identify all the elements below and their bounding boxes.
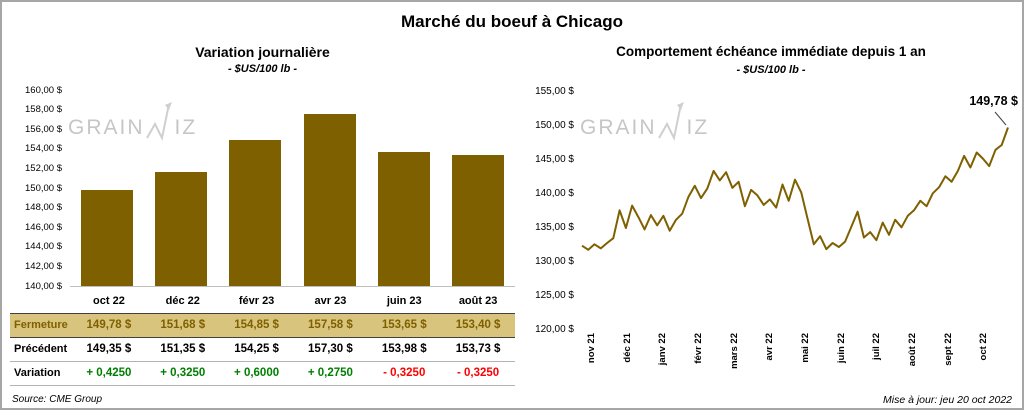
line-x-tick-label: juil 22 [871, 333, 883, 360]
bar-déc 22 [155, 171, 208, 286]
line-x-tick-label: nov 21 [586, 333, 597, 364]
table-value: 151,35 $ [145, 338, 220, 362]
price-table: oct 22 déc 22 févr 23 avr 23 juin 23 août 23 F… [10, 290, 515, 386]
line-x-tick-label: déc 21 [621, 333, 633, 363]
bar-avr 23 [303, 113, 356, 286]
line-y-tick-label: 125,00 $ [535, 290, 574, 301]
category-label: déc 22 [165, 295, 200, 307]
line-chart-y-axis: 155,00 $ 150,00 $ 145,00 $ 140,00 $ 135,00 $… [522, 86, 578, 336]
table-value: - 0,3250 [441, 362, 515, 386]
line-chart-subtitle: - $US/100 lb - [736, 64, 806, 76]
line-y-tick-label: 145,00 $ [535, 154, 574, 165]
bar-y-tick-label: 148,00 $ [25, 202, 62, 214]
bar-chart-plot-area [70, 90, 515, 287]
row-label-prev-row: Précédent [10, 338, 72, 362]
bar-chart-title: Variation journalière [195, 44, 330, 60]
bar-y-tick-label: 160,00 $ [25, 84, 62, 96]
bar-y-tick-label: 150,00 $ [25, 182, 62, 194]
category-label: août 23 [458, 295, 498, 307]
table-value: 153,73 $ [441, 338, 515, 362]
line-x-tick-label: sept 22 [942, 333, 954, 366]
bar-y-tick-label: 158,00 $ [25, 104, 62, 116]
bar-y-tick-label: 156,00 $ [25, 123, 62, 135]
line-x-tick-label: avr 22 [764, 333, 776, 361]
line-y-tick-label: 120,00 $ [535, 324, 574, 335]
bar-chart-y-axis: 160,00 $ 158,00 $ 156,00 $ 154,00 $ 152,00 $… [10, 85, 66, 292]
bar-y-tick-label: 144,00 $ [25, 241, 62, 253]
line-y-tick-label: 135,00 $ [535, 222, 574, 233]
page-title: Marché du boeuf à Chicago [401, 12, 623, 31]
price-line [581, 127, 1009, 251]
table-value: 149,35 $ [72, 338, 146, 362]
bar-juin 23 [377, 152, 430, 286]
annotation-leader-line [994, 111, 1007, 126]
line-x-tick-label: mai 22 [800, 333, 811, 363]
bar-août 23 [451, 154, 504, 286]
bar-y-tick-label: 140,00 $ [25, 280, 62, 292]
line-x-tick-label: juin 22 [835, 333, 847, 364]
line-x-tick-label: févr 22 [693, 333, 704, 364]
table-value: 153,40 $ [441, 313, 515, 338]
line-x-tick-label: oct 22 [978, 333, 990, 361]
table-value: 153,65 $ [367, 313, 442, 338]
line-y-tick-label: 150,00 $ [535, 120, 574, 131]
line-y-tick-label: 155,00 $ [535, 86, 574, 97]
update-timestamp: Mise à jour: jeu 20 oct 2022 [883, 394, 1012, 406]
bar-y-tick-label: 146,00 $ [25, 221, 62, 233]
row-label-var-row: Variation [10, 362, 72, 386]
category-label: oct 22 [93, 295, 125, 307]
table-value: 149,78 $ [72, 313, 146, 338]
table-value: 154,25 $ [219, 338, 294, 362]
line-chart-title: Comportement échéance immédiate depuis 1… [616, 44, 926, 59]
table-value: - 0,3250 [367, 362, 442, 386]
table-value: 157,58 $ [293, 313, 368, 338]
line-chart-plot-area: 149,78 $ nov 21 déc 21 janv 22 févr 22 mars … [581, 92, 1018, 369]
bar-oct 22 [81, 190, 134, 286]
line-chart: 155,00 $ 150,00 $ 145,00 $ 140,00 $ 135,00 $… [522, 86, 1020, 392]
row-label-close-row: Fermeture [10, 313, 72, 338]
bar-y-tick-label: 142,00 $ [25, 260, 62, 272]
line-x-tick-label: mars 22 [728, 333, 740, 369]
bar-y-tick-label: 152,00 $ [25, 162, 62, 174]
table-value: + 0,4250 [72, 362, 146, 386]
bar-chart-subtitle: - $US/100 lb - [227, 63, 298, 75]
table-value: + 0,2750 [293, 362, 368, 386]
line-x-tick-label: août 22 [907, 333, 918, 367]
bar-févr 23 [229, 140, 282, 286]
category-label: juin 23 [386, 295, 422, 307]
table-value: 157,30 $ [293, 338, 368, 362]
table-value: 153,98 $ [367, 338, 442, 362]
table-value: + 0,3250 [145, 362, 220, 386]
table-value: 151,68 $ [145, 313, 220, 338]
line-y-tick-label: 130,00 $ [535, 256, 574, 267]
category-label: avr 23 [314, 295, 347, 307]
source-label: Source: CME Group [12, 394, 103, 405]
bar-chart: 160,00 $ 158,00 $ 156,00 $ 154,00 $ 152,00 $… [10, 85, 515, 292]
price-line-svg [581, 111, 1009, 251]
table-value: + 0,6000 [219, 362, 294, 386]
bar-y-tick-label: 154,00 $ [25, 143, 62, 155]
line-x-tick-label: janv 22 [657, 333, 669, 366]
category-label: févr 23 [238, 295, 275, 307]
table-value: 154,85 $ [219, 313, 294, 338]
line-y-tick-label: 140,00 $ [535, 188, 574, 199]
last-price-annotation: 149,78 $ [969, 94, 1018, 108]
table-corner-cell [10, 290, 72, 313]
